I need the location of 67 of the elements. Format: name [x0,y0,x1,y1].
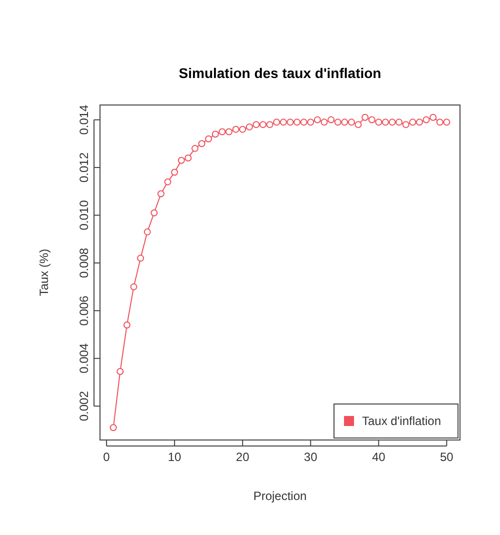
point [368,116,376,124]
point [266,121,274,128]
y-tick-label: 0.010 [77,200,91,230]
point [123,321,130,328]
point [137,254,144,262]
y-tick-label: 0.008 [77,248,91,278]
y-tick-label: 0.004 [77,343,91,374]
point [232,126,240,133]
point [388,118,396,126]
y-tick-label: 0.012 [77,152,91,183]
point [178,156,185,164]
point [443,118,450,126]
y-tick-label: 0.014 [77,104,91,135]
point [150,209,158,216]
point [280,118,287,126]
point [225,128,232,136]
point [164,178,172,186]
chart-title: Simulation des taux d'inflation [178,65,382,81]
legend-label: Taux d'inflation [362,414,442,428]
point [422,116,430,124]
point [416,118,423,126]
x-axis-title: Projection [253,489,307,503]
point [191,144,198,152]
point [205,135,212,142]
point [328,116,335,124]
point [375,118,382,126]
y-tick-label: 0.006 [77,295,91,326]
x-tick-label: 40 [372,450,386,464]
point [273,118,280,126]
point [144,228,151,236]
x-tick-label: 10 [168,450,182,464]
point [246,123,253,130]
point [294,118,301,126]
point [212,130,219,138]
point [382,118,389,126]
point [436,118,444,126]
point [314,116,321,124]
point [116,368,124,376]
y-tick-label: 0.002 [77,390,91,422]
point [362,114,369,121]
point [198,140,206,148]
point [300,118,308,126]
x-tick-label: 20 [236,450,250,464]
point [157,190,164,198]
point [184,154,192,162]
point [354,121,362,128]
y-axis-title: Taux (%) [37,248,51,296]
point [348,118,355,126]
point [341,118,348,126]
point [239,126,246,133]
point [252,121,260,128]
point [307,118,314,126]
point [402,121,410,128]
point [286,118,294,126]
point [218,128,226,136]
point [320,118,328,126]
point [334,118,342,126]
point [396,118,403,126]
point [130,283,138,290]
x-tick-label: 30 [304,450,318,464]
point [110,424,117,432]
point [409,118,416,126]
x-tick-label: 50 [440,450,454,464]
point [430,114,437,121]
point [259,121,266,128]
point [171,168,178,176]
x-tick-label: 0 [103,450,110,464]
